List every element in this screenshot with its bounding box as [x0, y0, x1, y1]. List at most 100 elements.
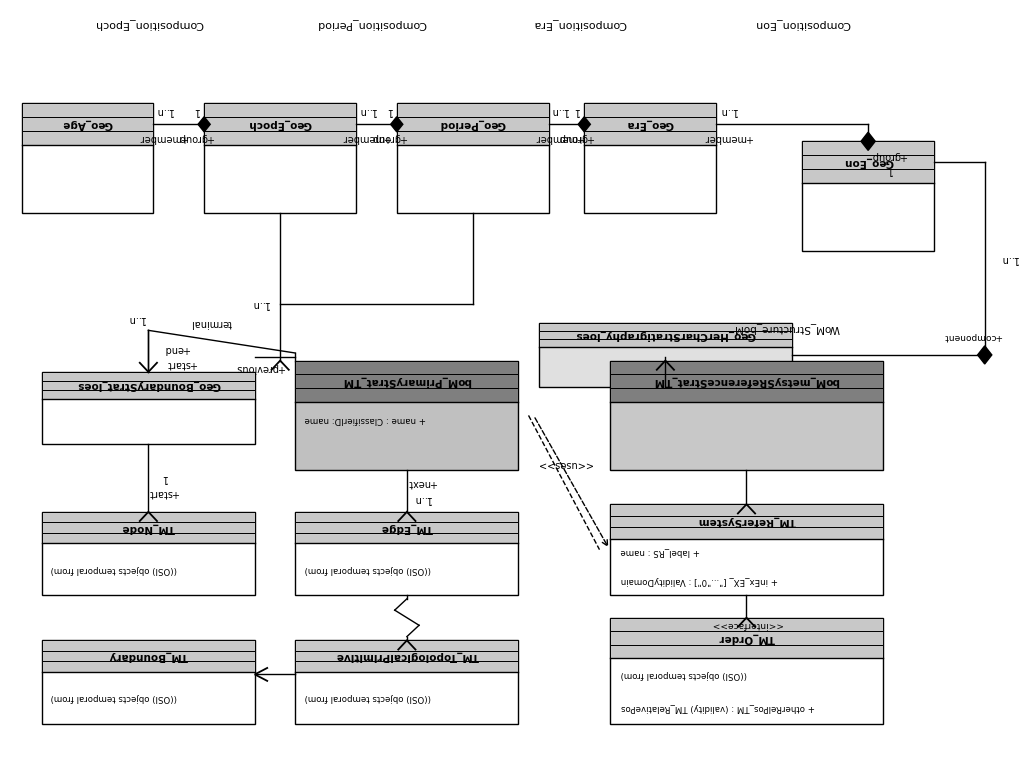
Bar	[397, 118, 548, 131]
Bar	[42, 522, 255, 533]
Text: +group: +group	[370, 133, 407, 143]
Text: 1..n: 1..n	[251, 299, 269, 309]
Text: 1..n: 1..n	[154, 106, 173, 115]
Bar	[205, 118, 356, 131]
Bar	[539, 323, 792, 387]
Bar	[296, 361, 519, 374]
Text: WoM_Structure_boM: WoM_Structure_boM	[735, 323, 840, 333]
Bar	[42, 641, 255, 723]
Polygon shape	[578, 117, 590, 132]
Bar	[539, 331, 792, 339]
Text: 1: 1	[386, 106, 392, 115]
Text: Geo_Period: Geo_Period	[440, 119, 506, 130]
Bar	[205, 103, 356, 118]
Text: 1: 1	[193, 106, 199, 115]
Bar	[802, 141, 934, 155]
Text: +next: +next	[407, 478, 437, 489]
Bar	[296, 512, 519, 595]
Bar	[610, 504, 883, 516]
Bar	[610, 528, 883, 539]
Text: 1..n: 1..n	[127, 314, 145, 324]
Bar	[610, 389, 883, 402]
Bar	[42, 533, 255, 543]
Bar	[42, 512, 255, 595]
Bar	[21, 131, 153, 145]
Text: +component: +component	[943, 332, 1002, 341]
Text: TM_Node: TM_Node	[122, 522, 175, 533]
Text: ((OSI) objects temporal from): ((OSI) objects temporal from)	[50, 565, 177, 574]
Bar	[21, 118, 153, 131]
Bar	[296, 522, 519, 533]
Bar	[802, 155, 934, 169]
Polygon shape	[978, 346, 992, 364]
Bar	[296, 361, 519, 471]
Bar	[296, 374, 519, 389]
Text: TM_ReferSystem: TM_ReferSystem	[698, 516, 796, 527]
Text: +member: +member	[139, 133, 188, 143]
Text: 1..n: 1..n	[413, 493, 432, 504]
Bar	[296, 641, 519, 723]
Bar	[42, 381, 255, 390]
Text: 1..n: 1..n	[999, 254, 1018, 263]
Bar	[21, 103, 153, 213]
Bar	[42, 372, 255, 444]
Text: 1: 1	[161, 473, 167, 483]
Text: + otherRelPos_TM : (validity) TM_RelativePos: + otherRelPos_TM : (validity) TM_Relativ…	[621, 703, 814, 712]
Bar	[584, 131, 716, 145]
Text: ((OSI) objects temporal from): ((OSI) objects temporal from)	[50, 693, 177, 702]
Bar	[610, 618, 883, 723]
Bar	[42, 662, 255, 672]
Bar	[397, 103, 548, 213]
Text: +group: +group	[559, 133, 594, 143]
Bar	[610, 374, 883, 389]
Text: 1: 1	[885, 165, 891, 175]
Text: 1: 1	[573, 106, 579, 115]
Text: Geo_HerCharStratigraphy_loes: Geo_HerCharStratigraphy_loes	[575, 330, 756, 340]
Bar	[610, 516, 883, 528]
Bar	[610, 618, 883, 631]
Text: 1..n: 1..n	[357, 106, 375, 115]
Bar	[584, 103, 716, 118]
Text: +group: +group	[178, 133, 214, 143]
Text: +previous: +previous	[235, 363, 285, 373]
Text: TM_TopologicalPrimitive: TM_TopologicalPrimitive	[336, 651, 479, 661]
Bar	[397, 131, 548, 145]
Bar	[42, 512, 255, 522]
Bar	[539, 339, 792, 347]
Text: +member: +member	[342, 133, 391, 143]
Bar	[296, 389, 519, 402]
Bar	[397, 103, 548, 118]
Text: 1..n: 1..n	[719, 106, 738, 115]
Text: boM_PrimaryStrat_TM: boM_PrimaryStrat_TM	[343, 376, 472, 386]
Polygon shape	[391, 117, 403, 132]
Text: +start: +start	[167, 359, 197, 370]
Text: + name : ClassifierID: name: + name : ClassifierID: name	[304, 414, 426, 424]
Bar	[21, 103, 153, 118]
Text: +group: +group	[871, 151, 906, 162]
Bar	[296, 512, 519, 522]
Bar	[584, 103, 716, 213]
Text: +member: +member	[704, 133, 753, 143]
Bar	[296, 651, 519, 662]
Text: +member: +member	[534, 133, 583, 143]
Text: <<interface>>: <<interface>>	[711, 620, 783, 629]
Bar	[802, 169, 934, 183]
Bar	[42, 651, 255, 662]
Text: +start: +start	[148, 488, 179, 498]
Text: TM_Order: TM_Order	[718, 633, 774, 643]
Text: Geo_Age: Geo_Age	[62, 119, 113, 130]
Text: Geo_Era: Geo_Era	[626, 119, 674, 130]
Bar	[205, 103, 356, 213]
Text: + label_RS : name: + label_RS : name	[621, 548, 700, 557]
Bar	[42, 641, 255, 651]
Text: Composition_Period: Composition_Period	[316, 19, 427, 30]
Text: <<uses>>: <<uses>>	[536, 458, 591, 468]
Text: TM_Boundary: TM_Boundary	[108, 651, 188, 661]
Bar	[42, 390, 255, 399]
Bar	[610, 644, 883, 658]
Bar	[296, 662, 519, 672]
Bar	[296, 641, 519, 651]
Text: Composition_Era: Composition_Era	[532, 19, 626, 30]
Bar	[42, 372, 255, 381]
Text: ((OSI) objects temporal from): ((OSI) objects temporal from)	[621, 670, 747, 679]
